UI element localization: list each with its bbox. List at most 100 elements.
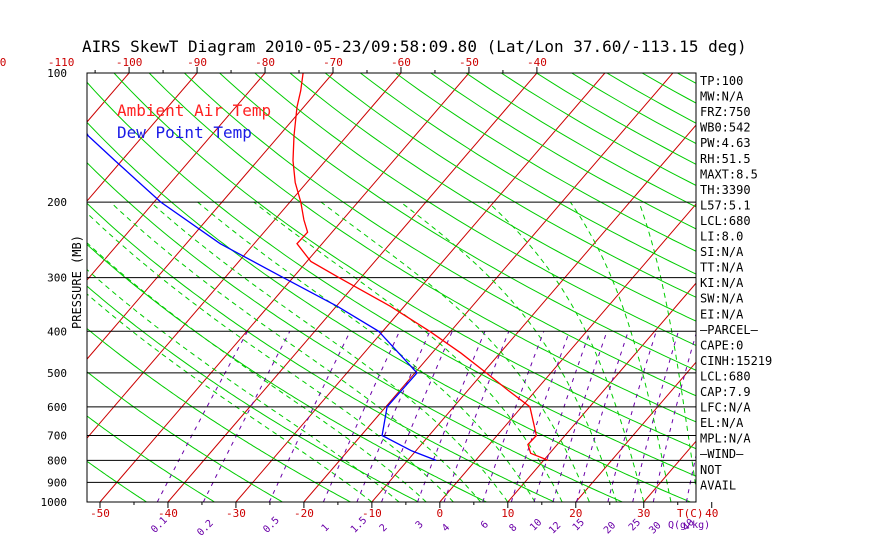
plot-area <box>0 73 870 502</box>
bottom-tick-label: 20 <box>569 507 582 520</box>
dry-adiabat-line <box>430 73 696 230</box>
isotherm-line <box>575 361 696 502</box>
bottom-tick-label: 10 <box>501 507 514 520</box>
moist-adiabat-line <box>253 201 563 502</box>
index-label: EL:N/A <box>700 416 744 430</box>
mixing-ratio-label: 3 <box>414 519 426 531</box>
moist-adiabat-line <box>87 242 427 502</box>
pressure-tick-label: 400 <box>47 325 67 338</box>
isotherm-line <box>439 203 696 502</box>
dry-adiabat-line <box>360 73 696 275</box>
index-label: MAXT:8.5 <box>700 167 758 181</box>
mixing-ratio-label: 12 <box>547 520 563 536</box>
top-tick-label: -110 <box>48 56 75 69</box>
index-label: TH:3390 <box>700 183 751 197</box>
isotherm-line <box>87 73 198 202</box>
mixing-ratio-label: 4 <box>440 522 452 534</box>
moist-adiabat-line <box>320 201 590 502</box>
index-label: FRZ:750 <box>700 105 751 119</box>
top-tick-label: -100 <box>116 56 143 69</box>
index-label: LCL:680 <box>700 214 751 228</box>
dry-adiabat-line <box>783 73 870 502</box>
mixing-ratio-label: 8 <box>508 522 520 534</box>
dry-adiabat-line <box>289 73 696 322</box>
top-tick-label: -80 <box>255 56 275 69</box>
top-tick-label: -70 <box>323 56 343 69</box>
index-label: SI:N/A <box>700 245 744 259</box>
moist-adiabat-line <box>150 201 509 502</box>
mixing-ratio-label: 0.5 <box>261 515 282 536</box>
top-tick-label: -90 <box>187 56 207 69</box>
dry-adiabat-line <box>324 73 696 298</box>
bottom-tick-label: -40 <box>158 507 178 520</box>
isotherm-line <box>303 73 674 502</box>
dry-adiabat-line <box>219 73 696 371</box>
mixing-ratio-line <box>443 331 510 502</box>
pressure-tick-label: 500 <box>47 367 67 380</box>
moist-adiabat-line <box>87 212 454 502</box>
index-label: MW:N/A <box>700 90 744 104</box>
index-label: LI:8.0 <box>700 230 743 244</box>
dry-adiabat-line <box>87 415 215 502</box>
legend-dew-point: Dew Point Temp <box>117 123 252 142</box>
dry-adiabat-line <box>748 73 870 502</box>
plot-frame <box>86 72 697 503</box>
isotherm-line <box>167 73 538 502</box>
mixing-ratio-label: 20 <box>602 520 618 536</box>
index-label: MPL:N/A <box>700 432 751 446</box>
bottom-tick-label: -10 <box>362 507 382 520</box>
isotherm-line <box>848 73 870 502</box>
dry-adiabat-line <box>0 73 11 502</box>
mixing-ratio-line <box>156 331 248 502</box>
dry-adiabat-line <box>87 327 351 502</box>
pressure-tick-label: 600 <box>47 401 67 414</box>
bottom-axis-unit: T(C) <box>677 507 704 520</box>
dry-adiabat-line <box>87 121 691 502</box>
top-tick-label: -50 <box>459 56 479 69</box>
isotherm-line <box>507 282 696 502</box>
index-label: WB0:542 <box>700 121 751 135</box>
dry-adiabat-line <box>87 243 487 502</box>
isotherm-line <box>780 73 870 502</box>
index-label: AVAIL <box>700 478 736 492</box>
pressure-tick-label: 200 <box>47 196 67 209</box>
moist-adiabat-line <box>110 201 481 502</box>
top-tick-label: -60 <box>391 56 411 69</box>
pressure-tick-label: 800 <box>47 454 67 467</box>
bottom-tick-label: 0 <box>437 507 444 520</box>
top-tick-label: -120 <box>0 56 6 69</box>
ambient-temp-line <box>292 73 549 462</box>
bottom-tick-label: -50 <box>90 507 110 520</box>
index-label: TP:100 <box>700 74 743 88</box>
moist-adiabat-line <box>638 201 696 492</box>
bottom-tick-label: 40 <box>705 507 718 520</box>
pressure-tick-label: 1000 <box>41 496 68 509</box>
top-tick-label: -40 <box>527 56 547 69</box>
index-label: KI:N/A <box>700 276 744 290</box>
index-label: LCL:680 <box>700 369 751 383</box>
index-label: RH:51.5 <box>700 152 751 166</box>
mixing-ratio-label: 10 <box>528 517 544 533</box>
index-label: EI:N/A <box>700 307 744 321</box>
dry-adiabat-line <box>395 73 696 252</box>
mixing-ratio-unit: Q(g/kg) <box>668 520 710 531</box>
dry-adiabat-line <box>148 73 696 423</box>
dry-adiabat-line <box>254 73 696 347</box>
chart-title: AIRS SkewT Diagram 2010-05-23/09:58:09.8… <box>82 37 747 56</box>
mixing-ratio-line <box>202 331 291 502</box>
index-label: LFC:N/A <box>700 401 751 415</box>
bottom-tick-label: 30 <box>637 507 650 520</box>
isotherm-line <box>87 73 266 281</box>
index-label: CINH:15219 <box>700 354 772 368</box>
bottom-tick-label: -20 <box>294 507 314 520</box>
pressure-tick-label: 100 <box>47 67 67 80</box>
dry-adiabat-line <box>87 202 555 502</box>
dry-adiabat-line <box>87 162 623 502</box>
index-label: SW:N/A <box>700 292 744 306</box>
mixing-ratio-line <box>652 332 696 502</box>
mixing-ratio-label: 30 <box>647 520 663 536</box>
index-label: NOT <box>700 463 722 477</box>
isotherm-line <box>87 73 402 439</box>
moist-adiabat-line <box>87 268 400 502</box>
